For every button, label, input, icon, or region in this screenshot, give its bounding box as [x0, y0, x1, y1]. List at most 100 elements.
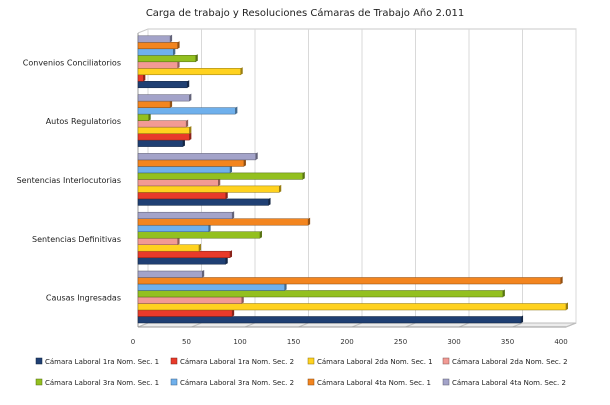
bar-face	[137, 185, 280, 193]
legend-item: Cámara Laboral 4ta Nom. Sec. 2	[442, 378, 566, 387]
category-label: Sentencias Interlocutorias	[17, 176, 121, 185]
floor-gridline	[298, 322, 309, 328]
bar-face	[137, 283, 285, 291]
x-tick-label: 200	[340, 338, 353, 346]
legend-item: Cámara Laboral 4ta Nom. Sec. 1	[307, 378, 431, 387]
bar-face	[137, 94, 190, 102]
x-tick-label: 150	[287, 338, 300, 346]
bar-side	[230, 250, 233, 258]
bar-face	[137, 231, 261, 239]
legend-label: Cámara Laboral 3ra Nom. Sec. 1	[45, 379, 159, 387]
legend-item: Cámara Laboral 3ra Nom. Sec. 2	[170, 378, 294, 387]
bar-side	[173, 47, 176, 56]
legend-swatch	[442, 357, 450, 365]
floor-gridline	[191, 322, 202, 328]
bar-face	[137, 198, 269, 206]
bar-side	[230, 165, 233, 173]
legend-item: Cámara Laboral 2da Nom. Sec. 1	[307, 357, 433, 366]
legend-swatch	[35, 357, 43, 365]
bar-side	[284, 283, 287, 291]
chart-legend: Cámara Laboral 1ra Nom. Sec. 1 Cámara Lab…	[35, 357, 568, 387]
x-tick-label: 50	[182, 338, 191, 346]
bar-side	[189, 126, 192, 134]
bar-side	[148, 113, 151, 121]
bar-side	[195, 54, 198, 62]
legend-swatch	[442, 378, 450, 386]
bar-side	[502, 289, 505, 297]
bar-side	[182, 139, 185, 147]
bar-face	[137, 211, 233, 219]
bar-side	[177, 60, 180, 69]
legend-label: Cámara Laboral 2da Nom. Sec. 1	[317, 358, 433, 366]
legend-label: Cámara Laboral 2da Nom. Sec. 2	[452, 358, 568, 366]
bar-face	[137, 159, 245, 167]
bar-face	[137, 48, 174, 56]
legend-swatch	[307, 378, 315, 386]
bar	[137, 211, 235, 219]
bar-face	[137, 277, 561, 285]
bar-side	[232, 211, 235, 219]
bar-face	[137, 35, 171, 43]
category-label: Sentencias Definitivas	[32, 235, 121, 244]
bar-side	[225, 191, 228, 199]
tick-labels: 0 50 100 150 200 250 300 350 400	[131, 338, 568, 346]
legend-swatch	[170, 357, 178, 365]
bar-face	[137, 126, 190, 134]
x-tick-label: 350	[501, 338, 514, 346]
bar	[137, 302, 568, 311]
x-tick-label: 250	[394, 338, 407, 346]
bar-side	[187, 80, 190, 88]
bar-side	[218, 178, 221, 186]
bar-face	[137, 139, 184, 147]
bar	[137, 80, 190, 89]
bar-face	[137, 192, 226, 200]
chart-title: Carga de trabajo y Resoluciones Cámaras …	[146, 7, 464, 19]
bar-face	[137, 100, 171, 108]
floor-gridline	[458, 322, 470, 328]
bar	[137, 67, 243, 76]
category-labels: Convenios Conciliatorios Autos Regulatori…	[17, 58, 121, 302]
bar	[137, 34, 173, 43]
legend-item: Cámara Laboral 2da Nom. Sec. 2	[442, 357, 568, 366]
bar-side	[202, 270, 205, 278]
bar-side	[208, 224, 211, 232]
bar-side	[198, 243, 201, 252]
bar-face	[137, 172, 304, 180]
category-label: Autos Regulatorios	[46, 117, 121, 126]
bar-face	[137, 237, 178, 245]
bar-side	[259, 230, 262, 239]
bar	[137, 93, 192, 102]
bar-side	[186, 119, 189, 128]
bar-face	[137, 257, 226, 265]
legend-label: Cámara Laboral 4ta Nom. Sec. 2	[452, 379, 566, 387]
legend-label: Cámara Laboral 1ra Nom. Sec. 1	[45, 358, 159, 366]
bar-side	[235, 106, 238, 115]
category-label: Convenios Conciliatorios	[23, 58, 121, 67]
bar-side	[225, 256, 228, 265]
bar-side	[240, 67, 243, 75]
x-tick-label: 100	[233, 338, 246, 346]
bar-face	[137, 68, 241, 76]
bar	[137, 106, 238, 115]
legend-item: Cámara Laboral 1ra Nom. Sec. 2	[170, 357, 294, 366]
bar-face	[137, 179, 219, 187]
bar-face	[137, 166, 231, 174]
bar-side	[232, 309, 235, 317]
bar	[137, 315, 524, 324]
x-tick-label: 400	[554, 338, 567, 346]
bar-side	[189, 93, 192, 102]
floor-gridline	[137, 322, 149, 328]
legend-label: Cámara Laboral 1ra Nom. Sec. 2	[180, 358, 294, 366]
bar-side	[170, 34, 173, 43]
bar-side	[177, 237, 180, 245]
bar-side	[308, 217, 311, 226]
bar	[137, 289, 505, 298]
bar-side	[521, 315, 524, 323]
bar-side	[268, 197, 271, 206]
bar-side	[255, 152, 258, 160]
category-label: Causas Ingresadas	[46, 294, 121, 303]
floor-gridline	[405, 322, 416, 328]
bar-side	[560, 276, 563, 284]
bar-side	[143, 73, 146, 82]
